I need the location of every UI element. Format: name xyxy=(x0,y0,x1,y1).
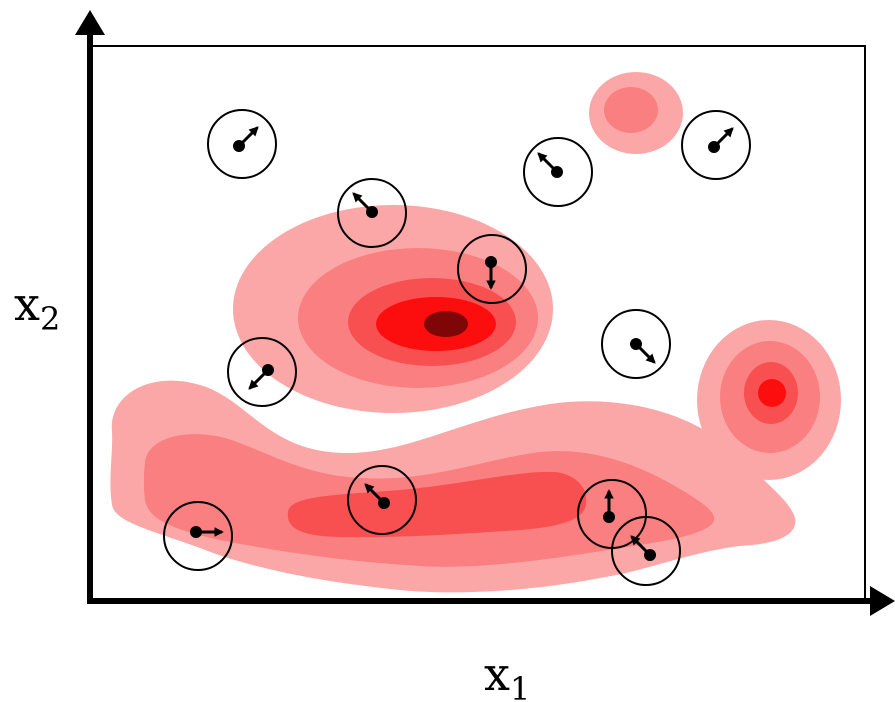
y-axis-label: x2 xyxy=(14,277,60,338)
particle-dot xyxy=(378,497,390,509)
y-axis-arrowhead xyxy=(75,10,105,35)
x-axis-label: x1 xyxy=(484,647,530,702)
particle-circle xyxy=(681,110,751,180)
particle-4 xyxy=(681,110,751,180)
particle-circle xyxy=(523,137,593,207)
particle-8 xyxy=(347,465,417,535)
density-blob-top xyxy=(589,72,683,154)
particle-dot xyxy=(485,256,497,268)
particle-circle xyxy=(601,309,671,379)
particle-9 xyxy=(163,501,233,571)
particle-dot xyxy=(233,140,245,152)
density-contours xyxy=(110,72,841,593)
particle-5 xyxy=(457,234,527,304)
density-blob-center xyxy=(233,205,553,413)
particle-dot xyxy=(262,364,274,376)
x-axis-arrowhead xyxy=(870,586,895,616)
density-band-bottom xyxy=(110,380,796,593)
particle-7 xyxy=(227,337,297,407)
particle-circle xyxy=(347,465,417,535)
y-axis xyxy=(75,10,105,604)
particle-dot xyxy=(190,526,202,538)
particle-circle xyxy=(163,501,233,571)
particle-2 xyxy=(337,178,407,248)
particle-dot xyxy=(630,338,642,350)
particle-circle xyxy=(611,516,681,586)
particle-circle xyxy=(457,234,527,304)
particle-dot xyxy=(603,511,615,523)
particle-dot xyxy=(708,141,720,153)
particle-dot xyxy=(551,166,563,178)
particle-3 xyxy=(523,137,593,207)
particle-11 xyxy=(611,516,681,586)
particle-1 xyxy=(207,109,277,179)
particle-6 xyxy=(601,309,671,379)
particle-circle xyxy=(227,337,297,407)
particles xyxy=(163,109,751,586)
particle-dot xyxy=(366,206,378,218)
particle-dot xyxy=(644,549,656,561)
particle-circle xyxy=(337,178,407,248)
particle-circle xyxy=(207,109,277,179)
density-blob-right xyxy=(697,320,841,480)
x-axis xyxy=(88,586,895,616)
